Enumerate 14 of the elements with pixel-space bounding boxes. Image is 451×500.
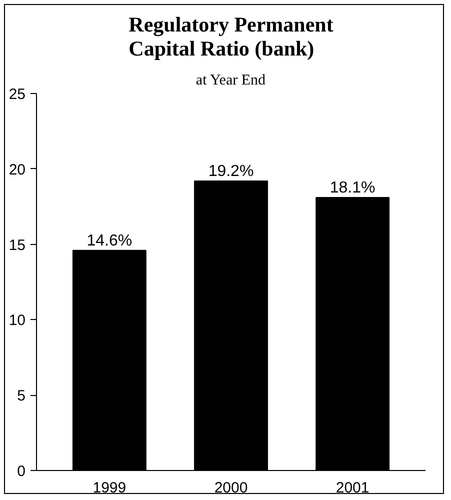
y-tick-label: 5 [17,388,26,405]
x-tick-label: 2001 [336,480,370,496]
chart-title: Regulatory Permanent Capital Ratio (bank) [128,12,334,60]
y-tick-label: 10 [8,312,26,330]
data-label: 14.6% [86,232,132,250]
y-tick-label: 20 [8,161,26,178]
chart-subtitle: at Year End [196,72,266,88]
x-tick-label: 1999 [92,480,126,496]
y-tick-label: 25 [8,86,26,103]
data-label: 18.1% [330,180,376,197]
x-tick-label: 2000 [214,480,248,496]
y-tick-label: 15 [8,236,26,254]
y-tick-label: 0 [17,463,26,480]
data-label: 19.2% [208,162,254,180]
